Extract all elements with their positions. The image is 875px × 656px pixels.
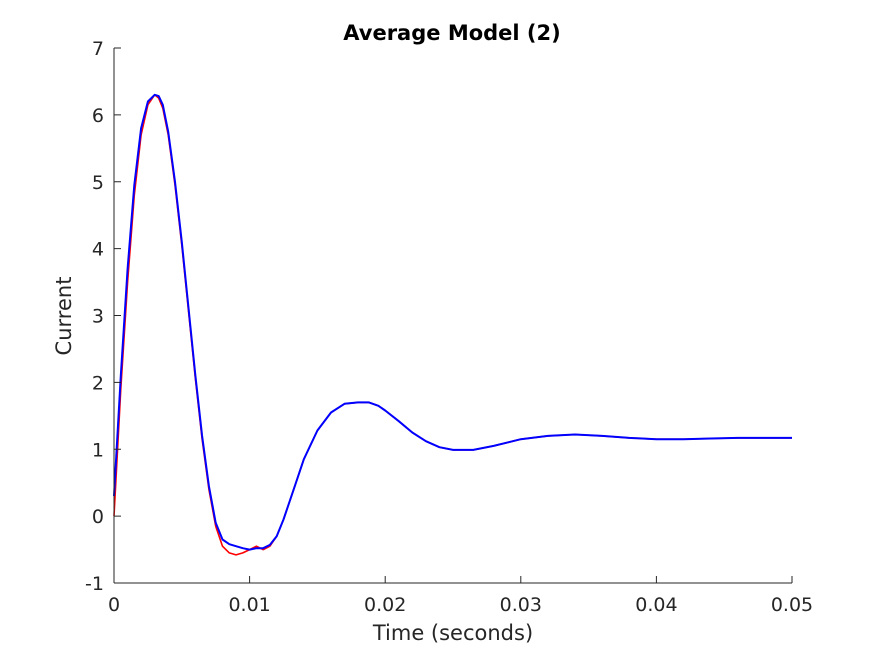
y-tick-label: 4 bbox=[92, 239, 104, 261]
plot-lines bbox=[113, 93, 792, 556]
y-tick-label: 3 bbox=[92, 306, 104, 328]
y-tick-label: 7 bbox=[92, 38, 104, 60]
y-tick-label: 2 bbox=[92, 372, 104, 394]
x-tick-label: 0.02 bbox=[364, 594, 406, 616]
x-tick-label: 0.03 bbox=[500, 594, 542, 616]
y-tick-label: 1 bbox=[92, 439, 104, 461]
x-axis-label: Time (seconds) bbox=[372, 621, 533, 645]
y-ticks: -1 0 1 2 3 4 5 6 7 bbox=[85, 38, 121, 595]
y-tick-label: 0 bbox=[92, 506, 104, 528]
x-tick-label: 0.05 bbox=[771, 594, 813, 616]
chart-title: Average Model (2) bbox=[343, 21, 560, 45]
x-tick-label: 0 bbox=[108, 594, 120, 616]
y-axis-label: Current bbox=[52, 277, 76, 356]
series-line-2 bbox=[113, 93, 792, 551]
x-tick-label: 0.04 bbox=[635, 594, 677, 616]
y-tick-label: -1 bbox=[85, 573, 104, 595]
y-tick-label: 5 bbox=[92, 172, 104, 194]
x-ticks: 0 0.01 0.02 0.03 0.04 0.05 bbox=[108, 576, 813, 616]
y-tick-label: 6 bbox=[92, 105, 104, 127]
x-tick-label: 0.01 bbox=[228, 594, 270, 616]
